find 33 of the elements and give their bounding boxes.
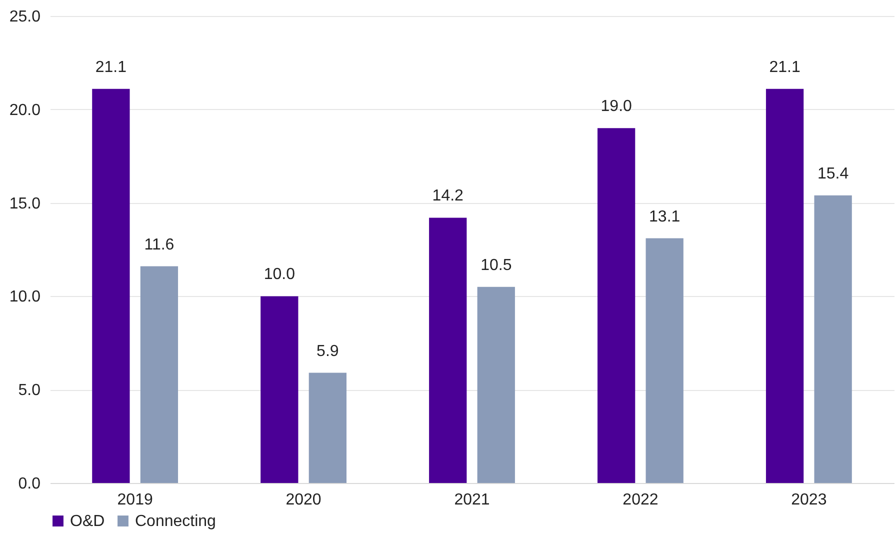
bar (308, 372, 346, 483)
bar (92, 88, 130, 483)
bar (766, 88, 804, 483)
bar (477, 286, 515, 483)
y-tick-label: 5.0 (18, 382, 41, 400)
x-tick-label: 2020 (286, 492, 322, 508)
data-label: 21.1 (769, 58, 800, 76)
y-tick-label: 10.0 (9, 288, 41, 306)
data-label: 13.1 (649, 208, 680, 226)
y-tick-label: 15.0 (9, 195, 41, 212)
data-label: 10.5 (480, 256, 512, 274)
y-tick-label: 25.0 (9, 8, 41, 26)
bar (814, 195, 852, 483)
data-label: 15.4 (817, 165, 849, 182)
x-tick-label: 2019 (117, 492, 153, 508)
data-label: 5.9 (316, 342, 339, 360)
bar (140, 266, 178, 483)
y-tick-label: 0.0 (18, 476, 41, 492)
bar (598, 128, 636, 483)
bar (429, 218, 467, 483)
data-label: 14.2 (432, 188, 464, 205)
legend-label: O&D (70, 513, 105, 530)
bar (260, 296, 298, 483)
legend-label: Connecting (135, 513, 216, 530)
y-tick-label: 20.0 (9, 102, 41, 119)
data-label: 19.0 (600, 98, 632, 116)
bar (646, 238, 684, 483)
data-label: 21.1 (95, 58, 127, 76)
x-tick-label: 2023 (791, 492, 827, 508)
x-tick-label: 2022 (622, 492, 658, 508)
x-tick-label: 2021 (454, 492, 490, 508)
data-label: 10.0 (264, 266, 296, 284)
data-label: 11.6 (144, 236, 174, 254)
